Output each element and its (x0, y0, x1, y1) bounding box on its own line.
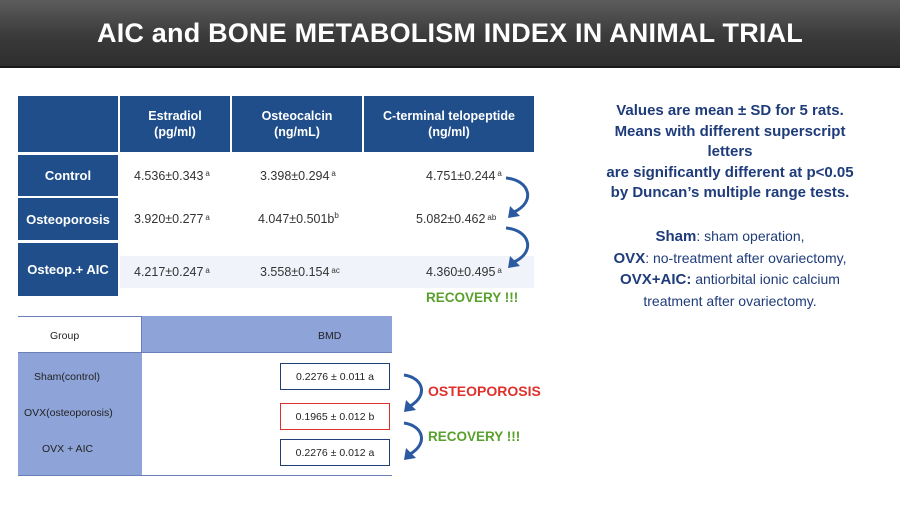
cell-estradiol: 4.536±0.343 a (134, 168, 210, 183)
bmd-value-ovx: 0.1965 ± 0.012 b (280, 403, 390, 430)
table-corner-header (18, 96, 118, 152)
bmd-value-sham: 0.2276 ± 0.011 a (280, 363, 390, 390)
group-legend: Sham: sham operation, OVX: no-treatment … (580, 226, 880, 311)
legend-ovx-aic-cont: treatment after ovariectomy. (643, 292, 817, 309)
header-bmd: BMD (318, 330, 342, 342)
header-ctx: C-terminal telopeptide (ng/ml) (364, 96, 534, 152)
curved-arrow-icon (403, 421, 423, 460)
curved-arrow-icon (403, 373, 423, 412)
recovery-label-table1: RECOVERY !!! (426, 290, 519, 305)
cell-osteocalcin: 3.398±0.294 a (260, 168, 336, 183)
group-ovx-aic: OVX + AIC (42, 443, 94, 455)
osteoporosis-label: OSTEOPOROSIS (428, 383, 541, 399)
metabolism-table: Estradiol (pg/ml) Osteocalcin (ng/mL) C-… (18, 96, 534, 296)
bmd-value-ovx-aic: 0.2276 ± 0.012 a (280, 439, 390, 466)
group-ovx: OVX(osteoporosis) (24, 407, 113, 419)
bmd-table: Group BMD Sham(control) OVX(osteoporosis… (18, 316, 392, 476)
legend-ovx: OVX: no-treatment after ovariectomy, (613, 249, 847, 267)
row-highlight (120, 256, 534, 288)
header-osteocalcin: Osteocalcin (ng/mL) (232, 96, 362, 152)
legend-ovx-aic: OVX+AIC: antiorbital ionic calcium (620, 271, 840, 288)
row-label-osteop-aic: Osteop.+ AIC (18, 243, 118, 296)
header-estradiol: Estradiol (pg/ml) (120, 96, 230, 152)
header-group-cell (18, 316, 142, 352)
statistics-note: Values are mean ± SD for 5 rats. Means w… (606, 102, 854, 201)
cell-estradiol: 3.920±0.277 a (134, 212, 210, 226)
cell-estradiol: 4.217±0.247 a (134, 265, 210, 279)
recovery-label-table2: RECOVERY !!! (428, 429, 521, 444)
cell-osteocalcin: 3.558±0.154 ac (260, 265, 340, 279)
row-label-osteoporosis: Osteoporosis (18, 198, 118, 240)
header-group: Group (50, 330, 80, 342)
header-bmd-cell (142, 316, 392, 352)
legend-sham: Sham: sham operation, (655, 228, 805, 245)
divider (18, 475, 392, 476)
divider (18, 352, 392, 353)
cell-ctx: 4.751±0.244 a (426, 168, 502, 183)
cell-ctx: 5.082±0.462 ab (416, 212, 497, 226)
cell-osteocalcin: 4.047±0.501b b (258, 210, 339, 227)
curved-arrow-icon (505, 226, 530, 268)
cell-ctx: 4.360±0.495 a (426, 265, 502, 279)
curved-arrow-icon (505, 176, 530, 218)
page-title: AIC and BONE METABOLISM INDEX IN ANIMAL … (0, 0, 900, 68)
row-label-control: Control (18, 155, 118, 196)
group-column (18, 353, 142, 476)
group-sham: Sham(control) (34, 371, 100, 383)
